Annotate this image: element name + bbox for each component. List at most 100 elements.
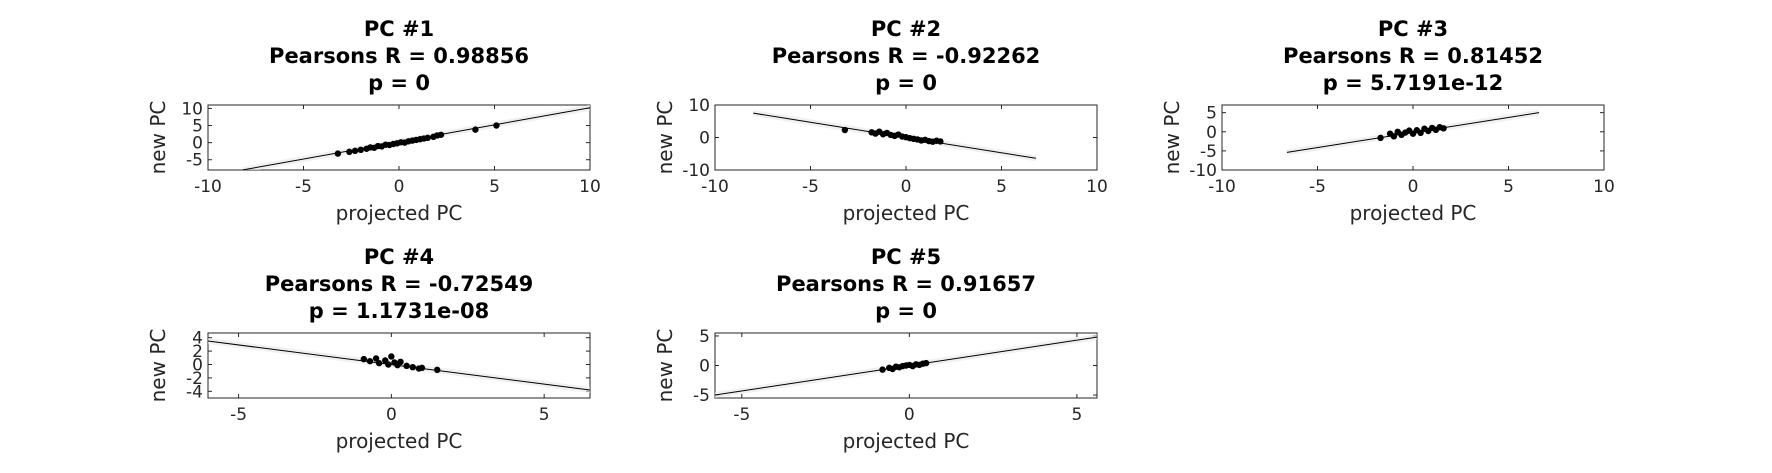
- y-tick-label: 5: [192, 117, 203, 137]
- subplot-title-line: PC #4: [364, 245, 434, 269]
- data-point: [879, 366, 886, 373]
- data-point: [472, 126, 479, 133]
- subplot-pc-3: PC #3 Pearsons R = 0.81452 p = 5.7191e-12 -…: [1160, 17, 1615, 225]
- y-tick-label: 2: [192, 342, 203, 362]
- plot-area: [242, 105, 590, 170]
- axes-box: [207, 104, 591, 171]
- data-point: [937, 138, 944, 145]
- axes-box: [1221, 104, 1605, 171]
- x-tick-label: -10: [194, 177, 222, 197]
- subplot-title-line: p = 5.7191e-12: [1323, 71, 1503, 95]
- y-tick-label: 0: [1206, 123, 1217, 143]
- subplot-title-line: p = 0: [875, 71, 937, 95]
- x-tick-label: -5: [230, 405, 247, 425]
- x-tick-label: 10: [1086, 177, 1108, 197]
- y-tick-label: 4: [192, 329, 203, 349]
- y-axis-label: new PC: [653, 329, 677, 403]
- subplot-title-line: Pearsons R = 0.81452: [1283, 44, 1543, 68]
- y-tick-label: -5: [693, 386, 710, 406]
- data-point: [493, 122, 500, 129]
- x-tick-label: 0: [386, 405, 397, 425]
- plot-area: [1286, 109, 1540, 156]
- subplot-title-line: Pearsons R = -0.72549: [265, 272, 534, 296]
- data-point: [360, 355, 368, 363]
- data-point: [418, 364, 426, 372]
- x-tick-label: -10: [1208, 177, 1236, 197]
- data-point: [1417, 129, 1424, 137]
- data-point: [424, 134, 431, 142]
- x-axis-label: projected PC: [336, 429, 463, 453]
- data-point: [434, 366, 441, 374]
- data-point: [841, 126, 849, 134]
- data-point: [357, 146, 364, 154]
- data-point: [397, 358, 404, 366]
- x-tick-label: 0: [904, 405, 915, 425]
- x-tick-label: 10: [579, 177, 601, 197]
- x-tick-label: 5: [539, 405, 550, 425]
- y-tick-label: 0: [192, 355, 203, 375]
- data-point: [334, 150, 342, 157]
- y-tick-label: -2: [186, 369, 203, 389]
- x-tick-label: 0: [901, 177, 912, 197]
- y-tick-label: 5: [1206, 104, 1217, 124]
- x-axis-label: projected PC: [336, 201, 463, 225]
- x-tick-label: -5: [802, 177, 819, 197]
- x-tick-label: 0: [1408, 177, 1419, 197]
- data-point: [372, 355, 380, 362]
- subplot-title-line: PC #1: [364, 17, 434, 41]
- data-point: [346, 148, 353, 156]
- x-tick-label: 5: [996, 177, 1007, 197]
- y-axis-label: new PC: [653, 101, 677, 175]
- y-tick-label: 0: [699, 357, 710, 377]
- subplot-title-line: Pearsons R = -0.92262: [772, 44, 1041, 68]
- subplot-title-line: p = 1.1731e-08: [309, 299, 489, 323]
- y-axis-label: new PC: [1160, 101, 1184, 175]
- data-point: [375, 359, 383, 367]
- data-point: [1390, 133, 1398, 140]
- x-tick-label: 5: [1071, 405, 1082, 425]
- plot-area: [208, 338, 590, 393]
- x-axis-label: projected PC: [843, 429, 970, 453]
- x-tick-label: -10: [701, 177, 729, 197]
- y-tick-label: -10: [1189, 161, 1217, 181]
- subplot-title-line: Pearsons R = 0.91657: [776, 272, 1036, 296]
- data-point: [409, 363, 416, 371]
- subplot-title-line: PC #2: [871, 17, 941, 41]
- y-axis-label: new PC: [146, 101, 170, 175]
- x-axis-label: projected PC: [843, 201, 970, 225]
- subplot-title-line: p = 0: [368, 71, 430, 95]
- data-point: [388, 353, 395, 360]
- plot-area: [715, 334, 1097, 398]
- x-tick-label: -5: [1309, 177, 1326, 197]
- y-tick-label: 5: [699, 327, 710, 347]
- subplot-title-line: PC #5: [871, 245, 941, 269]
- subplot-title-line: PC #3: [1378, 17, 1448, 41]
- y-axis-label: new PC: [146, 329, 170, 403]
- plot-area: [753, 110, 1036, 162]
- x-tick-label: 5: [489, 177, 500, 197]
- y-tick-label: -5: [1200, 142, 1217, 162]
- data-point: [1377, 134, 1384, 142]
- x-tick-label: 0: [394, 177, 405, 197]
- y-tick-label: 10: [181, 99, 203, 119]
- data-point: [403, 362, 410, 370]
- y-tick-label: -4: [186, 382, 203, 402]
- subplot-pc-4: PC #4 Pearsons R = -0.72549 p = 1.1731e-08…: [146, 245, 591, 453]
- x-tick-label: -5: [733, 405, 750, 425]
- subplot-title-line: Pearsons R = 0.98856: [269, 44, 529, 68]
- y-tick-label: -5: [186, 151, 203, 171]
- subplot-pc-2: PC #2 Pearsons R = -0.92262 p = 0 -10 -5 0 5 10…: [653, 17, 1108, 225]
- data-point: [437, 131, 445, 138]
- x-tick-label: 10: [1593, 177, 1615, 197]
- data-point: [922, 359, 930, 367]
- subplot-pc-5: PC #5 Pearsons R = 0.91657 p = 0 -5 0 5 -5 0 5 pr…: [653, 245, 1098, 453]
- data-point: [351, 147, 359, 155]
- subplot-title-line: p = 0: [875, 299, 937, 323]
- y-tick-label: -10: [682, 161, 710, 181]
- x-tick-label: 5: [1503, 177, 1514, 197]
- data-point: [366, 357, 374, 365]
- data-point: [1440, 125, 1447, 132]
- data-point: [385, 361, 392, 368]
